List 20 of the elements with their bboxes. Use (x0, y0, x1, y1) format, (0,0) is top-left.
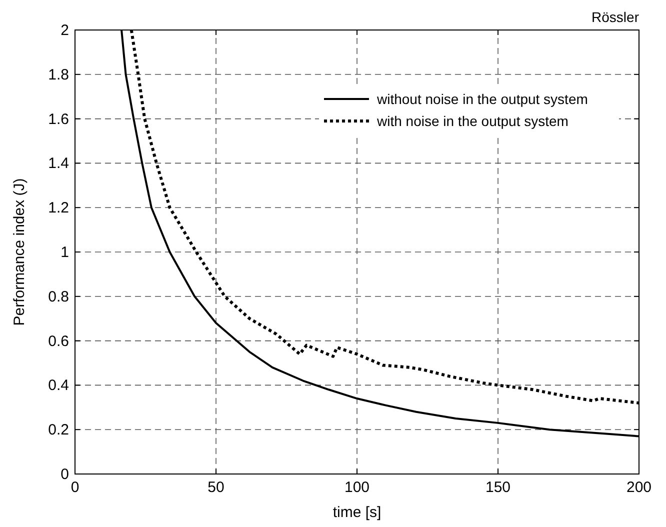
y-tick-label: 1.4 (48, 155, 69, 172)
y-tick-label: 0.2 (48, 422, 69, 439)
x-tick-label: 100 (344, 479, 370, 496)
y-tick-label: 0.4 (48, 377, 69, 394)
legend-label: with noise in the output system (376, 113, 568, 129)
y-tick-label: 2 (60, 22, 69, 39)
x-tick-label: 200 (626, 479, 652, 496)
y-tick-label: 0 (60, 466, 69, 483)
x-tick-label: 150 (485, 479, 511, 496)
y-tick-label: 1 (60, 244, 69, 261)
y-axis-title: Performance index (J) (11, 178, 28, 326)
x-axis-title: time [s] (332, 504, 382, 521)
y-tick-label: 1.6 (48, 110, 69, 128)
y-tick-label: 1.2 (48, 200, 69, 217)
x-tick-label: 50 (208, 479, 224, 496)
y-tick-label: 0.8 (48, 288, 69, 306)
y-tick-label: 1.8 (48, 66, 69, 84)
y-tick-label: 0.6 (48, 332, 69, 350)
legend-label: without noise in the output system (376, 91, 588, 107)
chart-title: Rössler (592, 9, 640, 25)
